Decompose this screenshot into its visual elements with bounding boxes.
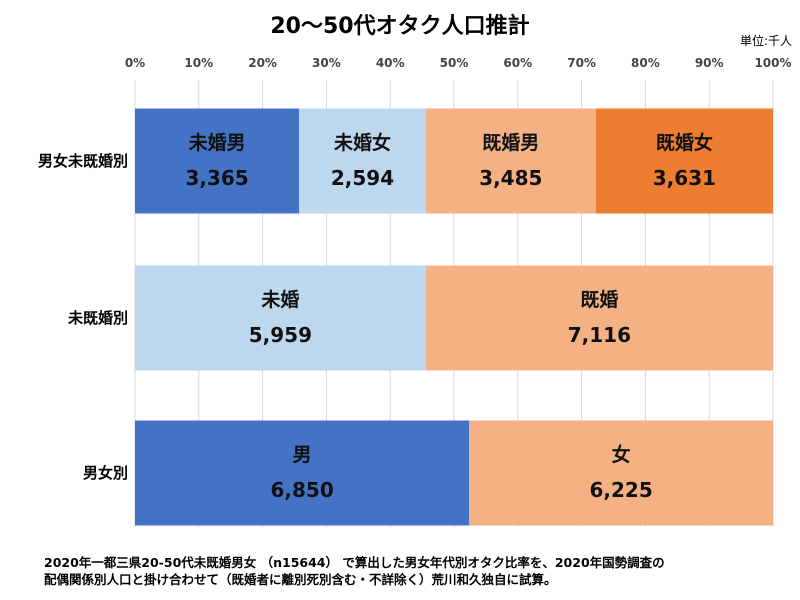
bar-segment-rect xyxy=(595,108,773,214)
segment-value-label: 3,365 xyxy=(185,166,248,190)
segment-name-label: 男 xyxy=(293,444,312,466)
bar-segment-rect xyxy=(135,108,300,214)
segment-value-label: 3,485 xyxy=(479,166,542,190)
bar-segment-rect xyxy=(135,420,470,526)
segment-name-label: 既婚 xyxy=(580,288,618,311)
bar-segment-rect xyxy=(299,108,426,214)
x-tick-label: 80% xyxy=(631,56,660,70)
footnote-line: 配偶関係別人口と掛け合わせて（既婚者に離別死別含む・不詳除く）荒川和久独自に試算… xyxy=(44,572,557,587)
x-tick-label: 100% xyxy=(754,56,791,70)
bar-segment-rect xyxy=(425,108,596,214)
bar-segment: 既婚 7,116 xyxy=(425,265,773,371)
row-label: 男女未既婚別 xyxy=(38,152,128,170)
segment-name-label: 既婚女 xyxy=(656,131,713,154)
segment-name-label: 未婚男 xyxy=(188,131,246,154)
bar-segment: 既婚女 3,631 xyxy=(595,108,773,214)
x-tick-label: 70% xyxy=(567,56,596,70)
bar-segment: 未婚女 2,594 xyxy=(299,108,426,214)
segment-value-label: 7,116 xyxy=(568,323,631,347)
footnote: 2020年一都三県20-50代未既婚男女 （n15644） で算出した男女年代別… xyxy=(44,554,784,588)
segment-value-label: 6,225 xyxy=(589,478,652,502)
bar-segment-rect xyxy=(469,420,773,526)
segment-value-label: 5,959 xyxy=(249,323,312,347)
bar-segment: 未婚男 3,365 xyxy=(135,108,300,214)
x-tick-label: 50% xyxy=(440,56,469,70)
row-label: 未既婚別 xyxy=(67,309,128,327)
stacked-bar-chart: 0% 10% 20% 30% 40% 50% 60% 70% 80% 90% 100% 未婚男3,3… xyxy=(38,56,792,527)
x-tick-label: 90% xyxy=(695,56,724,70)
x-tick-label: 40% xyxy=(376,56,405,70)
x-tick-label: 0% xyxy=(125,56,145,70)
x-tick-label: 10% xyxy=(184,56,213,70)
segment-name-label: 未婚女 xyxy=(333,131,391,154)
x-axis-ticks: 0% 10% 20% 30% 40% 50% 60% 70% 80% 90% 100% xyxy=(125,56,792,70)
segment-value-label: 2,594 xyxy=(331,166,394,190)
x-tick-label: 20% xyxy=(248,56,277,70)
bar-segment: 未婚 5,959 xyxy=(135,265,426,371)
segment-value-label: 3,631 xyxy=(653,166,716,190)
x-tick-label: 30% xyxy=(312,56,341,70)
bar-segment: 女 6,225 xyxy=(469,420,773,526)
unit-label: 単位:千人 xyxy=(739,34,792,48)
bar-segment: 男 6,850 xyxy=(135,420,470,526)
row-label: 男女別 xyxy=(83,464,128,482)
bar-segment-rect xyxy=(425,265,773,371)
segment-name-label: 女 xyxy=(612,443,631,466)
segment-name-label: 未婚 xyxy=(260,288,299,311)
x-tick-label: 60% xyxy=(503,56,532,70)
segment-value-label: 6,850 xyxy=(270,478,333,502)
bars: 未婚男3,365未婚女2,594既婚男3,485既婚女3,631未婚5,959既… xyxy=(135,108,773,526)
bar-segment: 既婚男 3,485 xyxy=(425,108,596,214)
bar-segment-rect xyxy=(135,265,426,371)
footnote-line: 2020年一都三県20-50代未既婚男女 （n15644） で算出した男女年代別… xyxy=(44,555,665,570)
chart-title: 20～50代オタク人口推計 xyxy=(270,14,530,39)
segment-name-label: 既婚男 xyxy=(482,131,539,154)
